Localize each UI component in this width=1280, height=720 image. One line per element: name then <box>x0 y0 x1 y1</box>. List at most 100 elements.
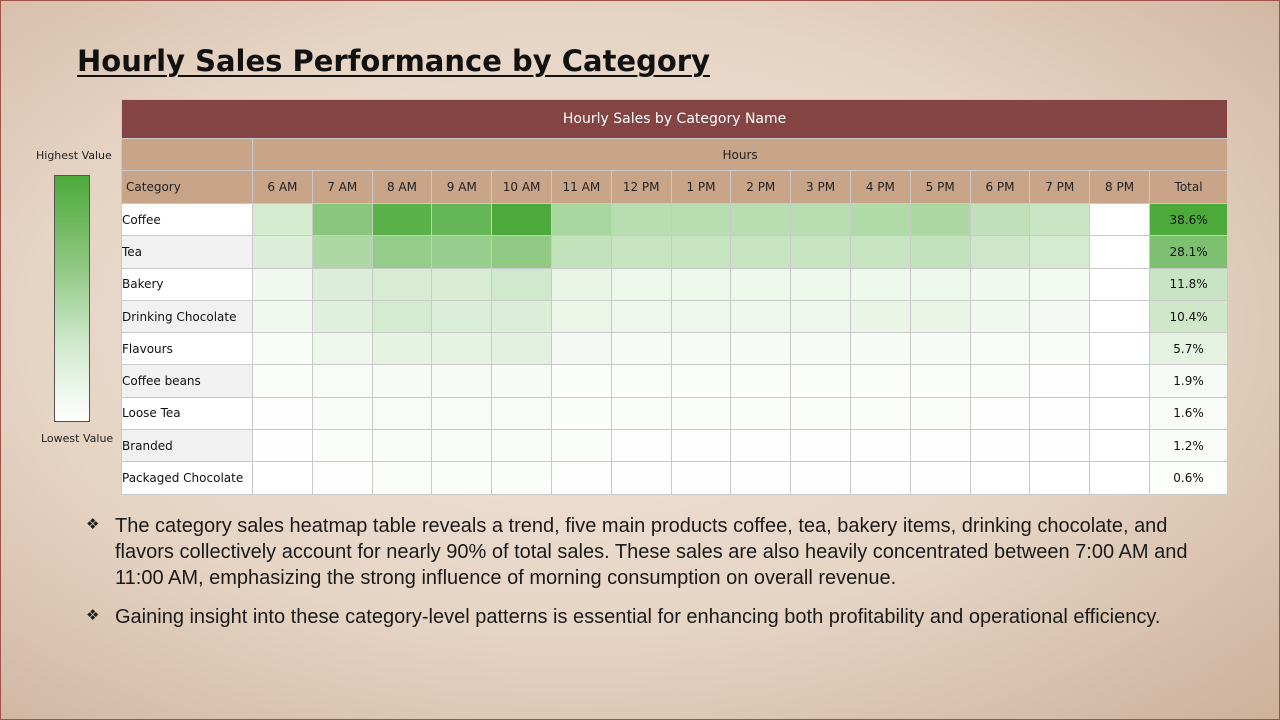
heatmap-cell <box>252 332 313 366</box>
hour-column-header: 5 PM <box>909 170 971 204</box>
heatmap-cell <box>550 332 612 366</box>
heatmap-cell <box>909 429 971 463</box>
hour-column-header: 6 AM <box>252 170 313 204</box>
heatmap-cell <box>1029 364 1091 398</box>
heatmap-cell <box>909 235 971 269</box>
heatmap-cell <box>1029 267 1091 301</box>
heatmap-cell <box>371 299 433 334</box>
heatmap-cell <box>670 429 732 463</box>
heatmap-cell <box>431 202 493 237</box>
heatmap-cell <box>1029 299 1091 334</box>
blank-header-cell <box>121 138 253 171</box>
table-row: Loose Tea 1.6% <box>121 396 1229 431</box>
heatmap-cell <box>730 202 792 237</box>
hour-column-header: 6 PM <box>969 170 1031 204</box>
bullet-item: ❖ The category sales heatmap table revea… <box>86 513 1206 591</box>
heatmap-cell <box>909 396 971 431</box>
category-label: Coffee beans <box>121 364 253 398</box>
bullet-text: Gaining insight into these category-leve… <box>115 606 1161 628</box>
heatmap-cell <box>1029 202 1091 237</box>
heatmap-cell <box>491 396 552 431</box>
total-cell: 11.8% <box>1148 267 1229 301</box>
heatmap-cell <box>1029 235 1091 269</box>
heatmap-cell <box>371 202 433 237</box>
heatmap-cell <box>431 364 493 398</box>
legend-high-label: Highest Value <box>36 149 112 162</box>
heatmap-cell <box>550 299 612 334</box>
heatmap-cell <box>610 396 672 431</box>
heatmap-cell <box>311 267 373 301</box>
legend-color-scale <box>54 175 90 422</box>
table-row: Bakery 11.8% <box>121 267 1229 301</box>
heatmap-cell <box>730 235 792 269</box>
heatmap-cell <box>670 235 732 269</box>
bullet-item: ❖ Gaining insight into these category-le… <box>86 604 1206 630</box>
heatmap-cell <box>252 364 313 398</box>
heatmap-cell <box>252 461 313 495</box>
heatmap-cell <box>849 267 911 301</box>
heatmap-cell <box>1089 461 1150 495</box>
heatmap-cell <box>969 267 1031 301</box>
heatmap-cell <box>790 235 851 269</box>
heatmap-cell <box>670 461 732 495</box>
category-label: Bakery <box>121 267 253 301</box>
heatmap-cell <box>790 299 851 334</box>
heatmap-cell <box>730 299 792 334</box>
total-cell: 1.9% <box>1148 364 1229 398</box>
heatmap-cell <box>909 299 971 334</box>
table-row: Drinking Chocolate 10.4% <box>121 299 1229 334</box>
heatmap-cell <box>610 202 672 237</box>
heatmap-cell <box>252 202 313 237</box>
insight-bullets: ❖ The category sales heatmap table revea… <box>86 513 1206 643</box>
category-label: Branded <box>121 429 253 463</box>
heatmap-cell <box>790 267 851 301</box>
heatmap-cell <box>790 202 851 237</box>
heatmap-cell <box>550 202 612 237</box>
heatmap-table: Hourly Sales by Category Name Hours Cate… <box>120 99 1229 495</box>
heatmap-cell <box>670 332 732 366</box>
hour-column-header: 3 PM <box>790 170 851 204</box>
heatmap-cell <box>610 267 672 301</box>
heatmap-cell <box>491 429 552 463</box>
heatmap-cell <box>790 461 851 495</box>
heatmap-cell <box>1029 332 1091 366</box>
heatmap-cell <box>491 267 552 301</box>
total-cell: 1.6% <box>1148 396 1229 431</box>
heatmap-cell <box>491 202 552 237</box>
category-label: Tea <box>121 235 253 269</box>
diamond-bullet-icon: ❖ <box>86 515 100 533</box>
category-label: Packaged Chocolate <box>121 461 253 495</box>
legend-low-label: Lowest Value <box>41 432 114 445</box>
heatmap-cell <box>252 299 313 334</box>
heatmap-cell <box>431 396 493 431</box>
heatmap-cell <box>431 461 493 495</box>
total-cell: 1.2% <box>1148 429 1229 463</box>
heatmap-cell <box>1089 267 1150 301</box>
hour-column-header: 8 AM <box>371 170 433 204</box>
heatmap-cell <box>371 364 433 398</box>
heatmap-cell <box>969 202 1031 237</box>
hour-column-header: 12 PM <box>610 170 672 204</box>
heatmap-cell <box>371 235 433 269</box>
heatmap-cell <box>1089 235 1150 269</box>
heatmap-cell <box>969 299 1031 334</box>
heatmap-cell <box>1089 429 1150 463</box>
total-cell: 0.6% <box>1148 461 1229 495</box>
heatmap-cell <box>969 364 1031 398</box>
heatmap-cell <box>311 202 373 237</box>
page-title: Hourly Sales Performance by Category <box>77 44 710 78</box>
heatmap-cell <box>909 267 971 301</box>
category-label: Loose Tea <box>121 396 253 431</box>
category-column-header: Category <box>121 170 253 204</box>
heatmap-cell <box>849 332 911 366</box>
hour-column-header: 7 AM <box>311 170 373 204</box>
heatmap-cell <box>311 429 373 463</box>
heatmap-cell <box>311 299 373 334</box>
hour-column-header: 7 PM <box>1029 170 1091 204</box>
heatmap-cell <box>849 202 911 237</box>
heatmap-cell <box>371 267 433 301</box>
heatmap-cell <box>790 396 851 431</box>
heatmap-cell <box>730 364 792 398</box>
category-label: Coffee <box>121 202 253 237</box>
heatmap-cell <box>790 429 851 463</box>
